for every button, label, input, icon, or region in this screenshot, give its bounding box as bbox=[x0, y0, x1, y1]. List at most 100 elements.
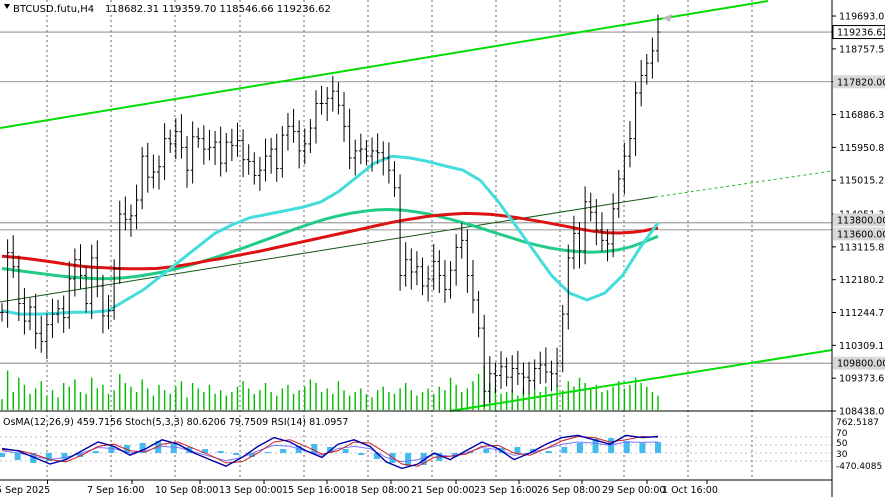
indicator-subwindow bbox=[0, 434, 832, 470]
candle bbox=[611, 193, 616, 258]
candle bbox=[72, 248, 77, 297]
moving-averages bbox=[1, 154, 660, 316]
osma-bar bbox=[514, 447, 521, 453]
candle bbox=[151, 154, 156, 189]
time-tick-label: 7 Sep 16:00 bbox=[87, 485, 144, 496]
osma-bar bbox=[576, 443, 583, 453]
channel-upper-line bbox=[0, 0, 769, 129]
osma-bar bbox=[77, 453, 84, 457]
price-label: 109800.00 bbox=[833, 356, 885, 370]
price-label: 117820.00 bbox=[833, 75, 885, 89]
candle bbox=[527, 361, 532, 395]
candle bbox=[599, 212, 604, 252]
candle bbox=[482, 314, 487, 407]
osma-bar bbox=[280, 449, 287, 453]
osma-bar bbox=[233, 453, 240, 455]
volume-bars bbox=[1, 365, 659, 410]
osma-bar bbox=[264, 452, 271, 453]
candle bbox=[313, 90, 318, 144]
osma-bar bbox=[0, 453, 5, 457]
candle bbox=[426, 265, 431, 302]
candle bbox=[44, 313, 49, 359]
candle bbox=[229, 128, 234, 162]
candle bbox=[588, 192, 593, 222]
stoch-main-line bbox=[1, 434, 659, 470]
time-tick-label: 26 Sep 08:00 bbox=[537, 485, 600, 496]
candle bbox=[207, 129, 212, 161]
candle bbox=[448, 261, 453, 299]
candle bbox=[95, 240, 100, 298]
candle bbox=[622, 142, 627, 195]
osma-bar bbox=[342, 449, 349, 453]
time-tick-label: 23 Sep 16:00 bbox=[474, 485, 537, 496]
candle bbox=[330, 75, 335, 112]
candle bbox=[336, 82, 341, 115]
price-label-text: 117820.00 bbox=[837, 77, 885, 88]
osma-bar bbox=[639, 443, 646, 453]
osma-bar bbox=[592, 439, 599, 453]
osma-bar bbox=[545, 451, 552, 453]
candle bbox=[78, 244, 83, 289]
candle bbox=[50, 298, 55, 338]
candle bbox=[442, 260, 447, 303]
candle bbox=[381, 141, 386, 176]
osma-bar bbox=[170, 444, 177, 453]
candle bbox=[0, 303, 4, 322]
trend-channel[interactable] bbox=[0, 0, 833, 412]
candle bbox=[61, 295, 66, 334]
candle bbox=[302, 128, 307, 165]
osma-bar bbox=[14, 453, 21, 460]
channel-mid-line bbox=[0, 196, 656, 303]
candles bbox=[0, 14, 660, 407]
osma-bar bbox=[217, 451, 224, 453]
candle bbox=[89, 244, 94, 319]
candle bbox=[325, 87, 330, 122]
candle bbox=[252, 152, 257, 185]
price-tick-label: 115015.25 bbox=[839, 176, 885, 187]
price-tick-label: 110309.15 bbox=[839, 341, 885, 352]
candle bbox=[235, 122, 240, 157]
candle bbox=[633, 81, 638, 157]
candle bbox=[353, 139, 358, 176]
price-label-box bbox=[833, 227, 885, 241]
candle bbox=[437, 250, 442, 294]
time-tick-label: 1 Oct 16:00 bbox=[662, 485, 718, 496]
price-tick-label: 116886.35 bbox=[839, 110, 885, 121]
osma-bar bbox=[373, 453, 380, 459]
candle bbox=[504, 357, 509, 387]
price-label-text: 113600.00 bbox=[837, 229, 885, 240]
candle bbox=[538, 351, 543, 384]
price-labels: 119236.62 117820.00 113800.00 113600.00 1098… bbox=[832, 25, 885, 370]
osma-bar bbox=[311, 444, 318, 453]
candle bbox=[11, 235, 16, 278]
osma-bar bbox=[92, 451, 99, 453]
candle bbox=[398, 174, 403, 291]
indicator-axis-label: 762.5187 bbox=[836, 418, 879, 428]
candle bbox=[543, 347, 548, 384]
price-label-box bbox=[833, 356, 885, 370]
candle bbox=[5, 239, 10, 328]
candle bbox=[28, 297, 33, 331]
stoch-signal-line bbox=[1, 435, 659, 467]
candle bbox=[263, 138, 268, 182]
candle bbox=[16, 255, 21, 322]
candle bbox=[370, 137, 375, 172]
candle bbox=[100, 274, 105, 334]
time-tick-label: 21 Sep 00:00 bbox=[411, 485, 474, 496]
candle bbox=[499, 351, 504, 389]
dropdown-triangle-icon[interactable] bbox=[4, 4, 10, 9]
osma-bar bbox=[405, 453, 412, 466]
candle bbox=[173, 118, 178, 160]
candle bbox=[201, 125, 206, 165]
osma-bar bbox=[123, 445, 130, 453]
candle bbox=[577, 222, 582, 269]
candle bbox=[134, 184, 139, 230]
candle bbox=[319, 85, 324, 115]
candle bbox=[616, 169, 621, 218]
candle bbox=[532, 359, 537, 390]
price-label-box bbox=[833, 75, 885, 89]
price-tick-label: 108438.05 bbox=[839, 407, 885, 418]
osma-bar bbox=[623, 441, 630, 453]
